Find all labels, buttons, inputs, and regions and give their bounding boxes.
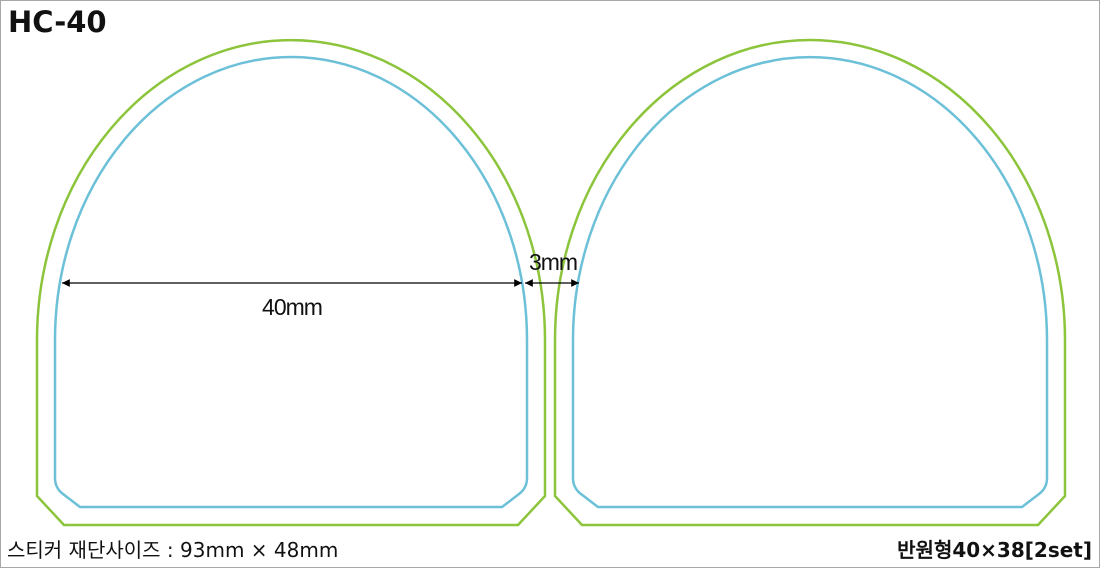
right-sticker-cut-line: [553, 38, 1067, 527]
product-name-label: 반원형40×38[2set]: [897, 538, 1092, 562]
width-dimension-label: 40mm: [262, 294, 322, 320]
gap-dimension-label: 3mm: [529, 249, 577, 275]
left-sticker-cut-line: [35, 38, 547, 527]
cut-size-label: 스티커 재단사이즈 : 93mm × 48mm: [7, 538, 339, 562]
left-sticker-safe-line: [53, 55, 529, 509]
right-sticker-safe-line: [571, 55, 1049, 509]
page-title: HC-40: [8, 5, 107, 39]
